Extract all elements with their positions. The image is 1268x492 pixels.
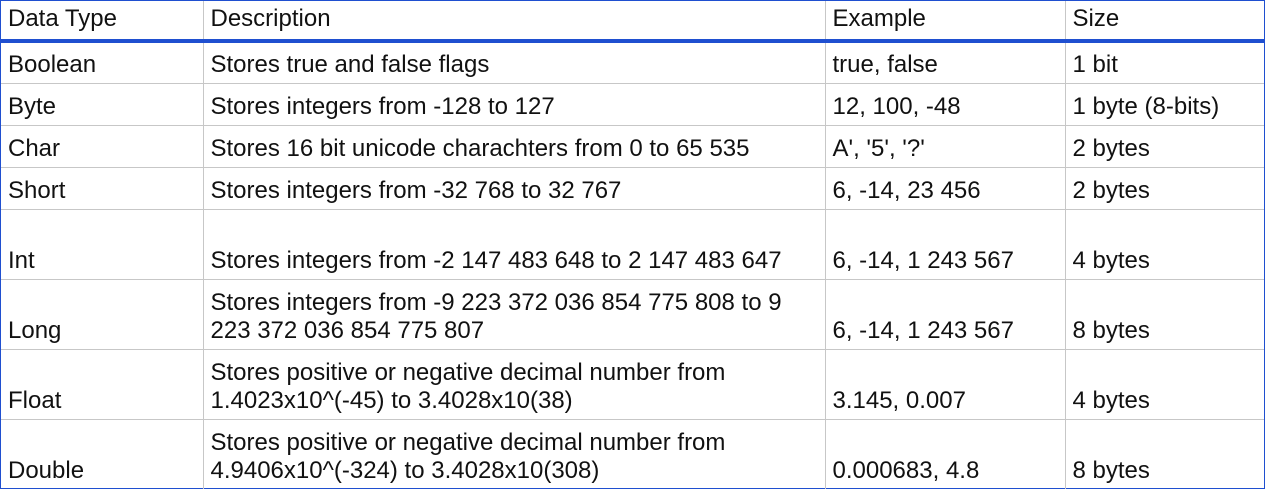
cell-size: 4 bytes [1065,349,1264,420]
cell-data-type: Char [1,125,204,168]
cell-data-type: Int [1,209,204,280]
table-row: Long Stores integers from -9 223 372 036… [1,279,1264,350]
cell-data-type: Short [1,167,204,210]
cell-description: Stores positive or negative decimal numb… [203,419,826,489]
cell-size: 8 bytes [1065,279,1264,350]
cell-description: Stores integers from -32 768 to 32 767 [203,167,826,210]
table-row: Short Stores integers from -32 768 to 32… [1,167,1264,210]
cell-example: 12, 100, -48 [825,83,1066,126]
header-example: Example [825,1,1066,43]
cell-data-type: Byte [1,83,204,126]
table-row: Int Stores integers from -2 147 483 648 … [1,209,1264,280]
cell-example: true, false [825,41,1066,84]
cell-description: Stores 16 bit unicode charachters from 0… [203,125,826,168]
header-size: Size [1065,1,1264,43]
header-data-type: Data Type [1,1,204,43]
table-row: Float Stores positive or negative decima… [1,349,1264,420]
cell-description: Stores positive or negative decimal numb… [203,349,826,420]
cell-data-type: Double [1,419,204,489]
cell-size: 4 bytes [1065,209,1264,280]
cell-example: 6, -14, 1 243 567 [825,209,1066,280]
cell-example: A', '5', '?' [825,125,1066,168]
cell-data-type: Float [1,349,204,420]
cell-example: 3.145, 0.007 [825,349,1066,420]
table-body: Boolean Stores true and false flags true… [1,41,1264,489]
cell-size: 1 byte (8-bits) [1065,83,1264,126]
cell-description: Stores integers from -2 147 483 648 to 2… [203,209,826,280]
cell-size: 8 bytes [1072,457,1150,484]
header-description: Description [203,1,826,43]
table-row: Double Stores positive or negative decim… [1,419,1264,489]
cell-description: Stores true and false flags [203,41,826,84]
cell-example: 6, -14, 1 243 567 [825,279,1066,350]
cell-size: 2 bytes [1065,125,1264,168]
cell-description: Stores integers from -128 to 127 [203,83,826,126]
cell-data-type: Long [1,279,204,350]
cell-description: Stores integers from -9 223 372 036 854 … [203,279,826,350]
table-header: Data Type Description Example Size [1,1,1264,43]
cell-data-type: Boolean [1,41,204,84]
table-row: Char Stores 16 bit unicode charachters f… [1,125,1264,168]
cell-size: 2 bytes [1065,167,1264,210]
cell-example: 6, -14, 23 456 [825,167,1066,210]
header-row: Data Type Description Example Size [1,1,1264,43]
cell-example: 0.000683, 4.8 [825,419,1066,489]
table-row: Boolean Stores true and false flags true… [1,41,1264,84]
cell-size: 1 bit [1065,41,1264,84]
table-row: Byte Stores integers from -128 to 127 12… [1,83,1264,126]
